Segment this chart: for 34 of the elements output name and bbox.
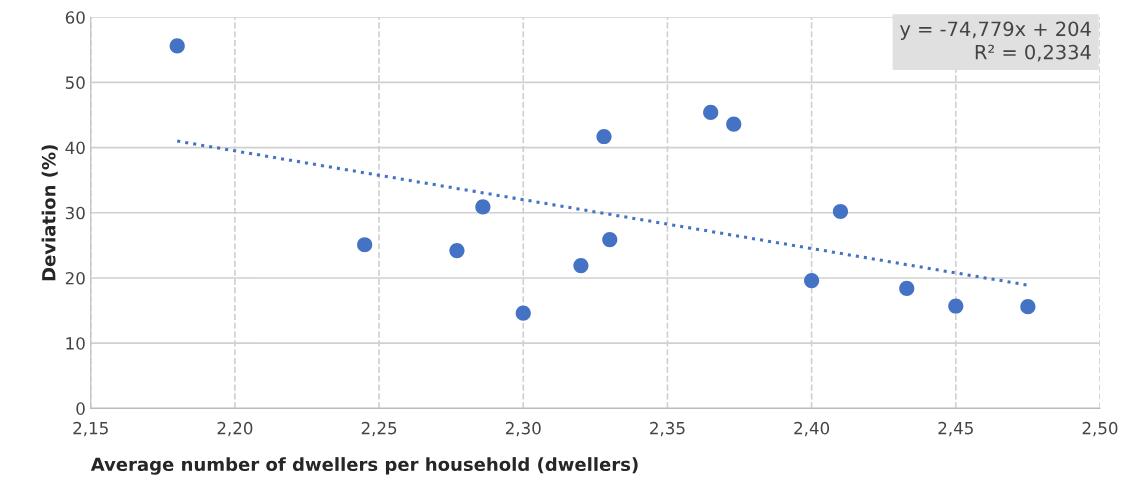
y-tick-label: 50: [65, 76, 85, 89]
x-tick-label: 2,15: [73, 421, 108, 437]
point: [899, 280, 915, 297]
x-tick-label: 2,30: [505, 421, 541, 437]
x-tick-label: 2,50: [1082, 421, 1118, 437]
x-tick-label: 2,20: [217, 421, 253, 437]
y-tick-label: 40: [65, 141, 85, 155]
y-tick-label: 0: [76, 402, 85, 415]
point: [703, 104, 719, 120]
point: [948, 298, 964, 314]
x-tick-label: 2,40: [794, 421, 830, 437]
point: [602, 231, 618, 248]
point: [515, 305, 531, 321]
x-tick-label: 2,35: [650, 421, 685, 437]
point: [1020, 299, 1036, 315]
point: [726, 116, 742, 132]
y-tick-label: 10: [66, 337, 85, 350]
point: [573, 257, 589, 274]
x-tick-label: 2,45: [938, 421, 973, 437]
point: [357, 237, 373, 253]
y-tick-label: 20: [65, 271, 85, 285]
y-tick-label: 30: [65, 206, 85, 220]
point: [449, 242, 465, 259]
point: [832, 203, 849, 220]
y-tick-label: 60: [65, 11, 85, 24]
point: [804, 272, 820, 289]
point: [475, 199, 491, 215]
annotation: y = -74,779x + 204: [900, 21, 1091, 40]
x-tick-label: 2,25: [361, 421, 397, 437]
point: [169, 38, 185, 54]
y-axis-title: Deviation (%): [41, 145, 58, 281]
point: [596, 128, 612, 145]
x-axis-title: Average number of dwellers per household (dwellers): [90, 457, 638, 475]
annotation: R² = 0,2334: [975, 44, 1091, 62]
